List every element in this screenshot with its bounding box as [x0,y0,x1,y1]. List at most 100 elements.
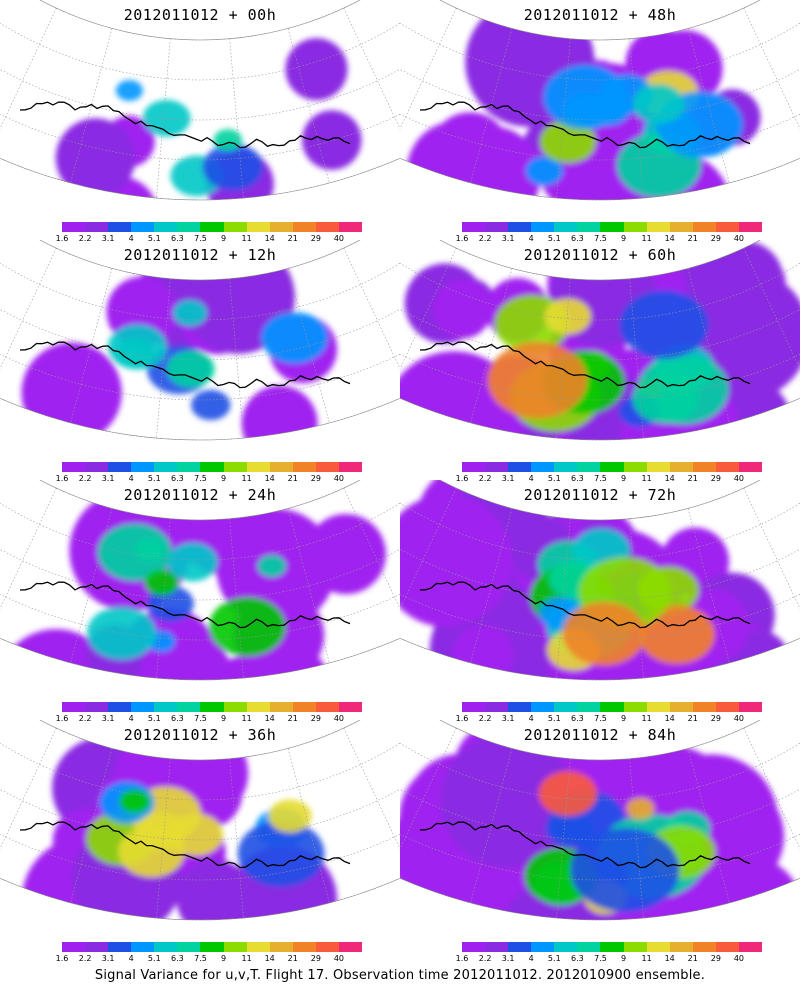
colorbar-tick-label: 5.1 [147,474,161,483]
variance-contour [208,597,286,657]
colorbar-tick-label: 2.2 [78,714,92,723]
colorbar-tick-label: 40 [333,954,345,963]
colorbar-tick-label: 40 [733,234,745,243]
colorbar-swatch [108,702,132,712]
colorbar-swatch [62,702,86,712]
colorbar-swatch [292,702,316,712]
colorbar-swatch [223,942,247,952]
variance-contour [440,733,575,868]
colorbar-swatch [108,462,132,472]
colorbar-swatch [338,702,363,712]
colorbar [462,222,763,232]
colorbar-tick-label: 5.1 [547,234,561,243]
panel-title: 2012011012 + 84h [523,726,677,744]
colorbar-swatch [738,222,763,232]
colorbar-swatch [200,222,224,232]
colorbar-tick-label: 14 [664,954,675,963]
colorbar-swatch [577,702,601,712]
variance-contour [302,110,362,170]
colorbar-swatch [223,702,247,712]
colorbar-swatch [315,942,339,952]
colorbar-swatch [62,222,86,232]
variance-contour [259,646,329,681]
colorbar-swatch [715,702,739,712]
panel-title: 2012011012 + 12h [123,246,277,264]
colorbar-tick-label: 9 [620,474,627,483]
variance-contour [191,389,231,421]
colorbar-tick-label: 29 [310,474,321,483]
colorbar-swatch [485,462,509,472]
colorbar-tick-label: 6.3 [571,714,584,723]
coastline [419,821,751,869]
colorbar-swatch [131,222,155,232]
colorbar-tick-label: 3.1 [101,714,115,723]
colorbar-swatch [485,222,509,232]
colorbar-tick-label: 1.6 [55,474,69,483]
colorbar-tick-label: 1.6 [455,474,469,483]
colorbar-tick-label: 11 [241,714,252,723]
colorbar-swatch [715,222,739,232]
colorbar-swatch [646,462,670,472]
variance-contour [118,789,151,814]
colorbar-tick-label: 1.6 [455,954,469,963]
colorbar-swatch [85,462,109,472]
colorbar-swatch [623,222,647,232]
colorbar-tick-label: 9 [220,234,227,243]
colorbar-swatch [669,702,693,712]
colorbar-tick-label: 2.2 [78,954,92,963]
colorbar-swatch [577,222,601,232]
variance-contour [433,279,492,339]
panel-title: 2012011012 + 00h [123,6,277,24]
map-panel: 2012011012 + 24h 1.6 2.2 3.1 4 5.1 6.3 7.5 9 11 14… [0,480,400,725]
colorbar-tick-label: 14 [264,234,275,243]
colorbar-swatch [200,462,224,472]
colorbar-swatch [338,462,363,472]
colorbar-tick-label: 6.3 [571,474,584,483]
colorbar-tick-label: 40 [733,714,745,723]
variance-contour [525,156,564,186]
colorbar-swatch [246,462,270,472]
colorbar-tick-label: 9 [220,954,227,963]
colorbar-tick-label: 3.1 [101,234,115,243]
variance-contour [172,299,208,327]
colorbar-swatch [623,462,647,472]
colorbar-swatch [692,942,716,952]
map-boundary [400,0,800,201]
colorbar-swatch [223,462,247,472]
variance-map [0,0,400,201]
colorbar-swatch [108,942,132,952]
colorbar-tick-label: 7.5 [194,954,207,963]
colorbar-tick-label: 3.1 [501,234,515,243]
colorbar-tick-label: 4 [528,714,534,723]
colorbar-swatch [577,462,601,472]
variance-contour [539,119,597,164]
colorbar-labels: 1.6 2.2 3.1 4 5.1 6.3 7.5 9 11 14 21 29 40 [56,954,362,964]
colorbar-swatch [554,942,578,952]
variance-map [400,480,800,681]
colorbar-tick-label: 21 [687,234,698,243]
colorbar-swatch [177,462,201,472]
colorbar-tick-label: 29 [710,954,721,963]
colorbar-swatch [508,222,532,232]
colorbar-tick-label: 2.2 [78,474,92,483]
colorbar-tick-label: 9 [220,474,227,483]
colorbar-swatch [108,222,132,232]
colorbar-tick-label: 1.6 [55,234,69,243]
colorbar-tick-label: 1.6 [455,714,469,723]
colorbar-swatch [62,942,86,952]
colorbar-labels: 1.6 2.2 3.1 4 5.1 6.3 7.5 9 11 14 21 29 40 [56,474,362,484]
colorbar-tick-label: 9 [620,714,627,723]
map-boundary [0,0,400,201]
colorbar-labels: 1.6 2.2 3.1 4 5.1 6.3 7.5 9 11 14 21 29 40 [56,234,362,244]
colorbar-tick-label: 3.1 [101,474,115,483]
colorbar-tick-label: 29 [710,714,721,723]
variance-contour [237,820,325,888]
colorbar [462,942,763,952]
variance-contour [543,64,628,130]
colorbar-swatch [246,942,270,952]
colorbar-swatch [738,462,763,472]
colorbar-swatch [715,462,739,472]
colorbar-swatch [531,222,555,232]
colorbar-swatch [554,462,578,472]
colorbar-swatch [338,942,363,952]
